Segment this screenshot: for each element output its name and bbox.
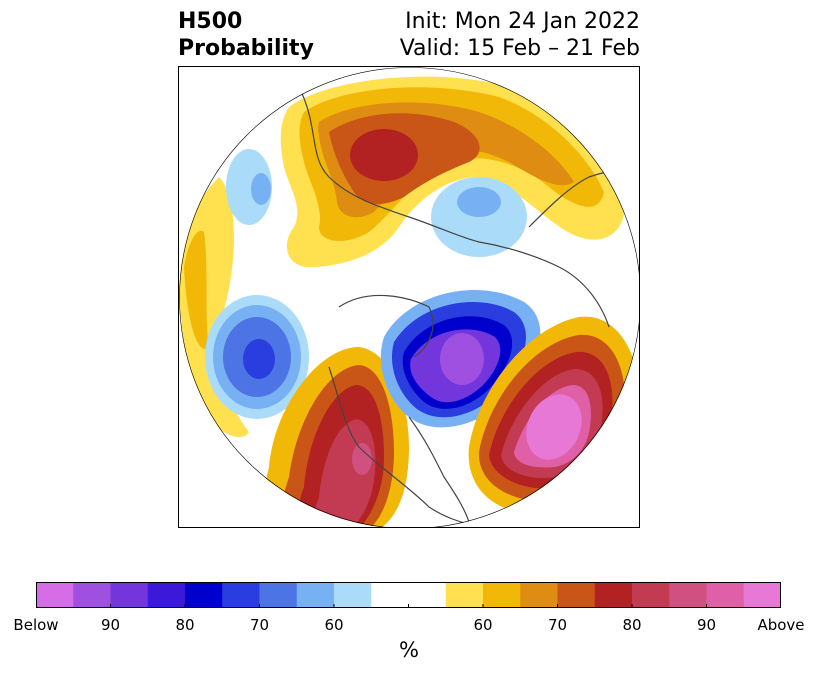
colorbar-below-cell bbox=[259, 582, 298, 608]
colorbar-tick-label: 70 bbox=[547, 616, 568, 634]
colorbar-below-cell bbox=[73, 582, 111, 608]
colorbar-tick-label: Below bbox=[13, 616, 59, 634]
colorbar-above-cell bbox=[557, 582, 596, 608]
above-80-siberia bbox=[350, 129, 418, 181]
north-america-west-coast bbox=[328, 366, 480, 527]
colorbar-above-cell bbox=[594, 582, 633, 608]
north-america-east-coast bbox=[408, 416, 470, 523]
below-90-eastern-canada bbox=[440, 333, 484, 385]
colorbar-tick-label: 70 bbox=[249, 616, 270, 634]
colorbar-above-cell bbox=[520, 582, 558, 608]
colorbar-below-cell bbox=[185, 582, 223, 608]
variable-title: H500 bbox=[178, 9, 243, 34]
probability-title: Probability bbox=[178, 36, 314, 61]
scandinavia-coast bbox=[478, 241, 610, 328]
valid-period-label: Valid: 15 Feb – 21 Feb bbox=[399, 36, 640, 61]
init-date-label: Init: Mon 24 Jan 2022 bbox=[405, 9, 640, 34]
colorbar-below-cell bbox=[110, 582, 149, 608]
colorbar-above-cell bbox=[445, 582, 484, 608]
colorbar-tick-label: Above bbox=[757, 616, 805, 634]
globe-outline bbox=[179, 67, 639, 527]
colorbar-cells bbox=[36, 582, 781, 608]
colorbar-tick-label: 90 bbox=[696, 616, 717, 634]
above-65-west-rim bbox=[184, 230, 209, 349]
colorbar-below-cell bbox=[334, 582, 372, 608]
probability-map bbox=[179, 67, 639, 527]
colorbar-units-label: % bbox=[399, 638, 419, 662]
below-75-pacific bbox=[243, 339, 275, 379]
alaska-coast bbox=[338, 294, 434, 358]
below-65-north-pacific bbox=[251, 173, 271, 205]
colorbar-above-cell bbox=[483, 582, 521, 608]
title-right: Init: Mon 24 Jan 2022 Valid: 15 Feb – 21… bbox=[400, 8, 640, 62]
colorbar-above-cell bbox=[669, 582, 707, 608]
below-60-north-pacific bbox=[226, 149, 272, 225]
colorbar-tick-label: 80 bbox=[175, 616, 195, 634]
colorbar-tick-label: 60 bbox=[324, 616, 344, 634]
colorbar-above-cell bbox=[632, 582, 670, 608]
colorbar-above-cell bbox=[706, 582, 745, 608]
colorbar-below-cell bbox=[36, 582, 74, 608]
colorbar bbox=[36, 582, 781, 608]
colorbar-tick-label: 90 bbox=[100, 616, 121, 634]
colorbar-below-cell bbox=[296, 582, 335, 608]
globe bbox=[179, 67, 639, 527]
colorbar-neutral-cell bbox=[371, 582, 447, 608]
above-90-western-us bbox=[352, 443, 372, 475]
colorbar-tick-label: 80 bbox=[622, 616, 642, 634]
colorbar-above-cell bbox=[743, 582, 781, 608]
colorbar-below-cell bbox=[222, 582, 260, 608]
below-65-arctic bbox=[457, 187, 501, 217]
colorbar-tick-label: 60 bbox=[473, 616, 493, 634]
colorbar-below-cell bbox=[147, 582, 186, 608]
eurasia-coast bbox=[298, 86, 480, 243]
title-left: H500 Probability bbox=[178, 8, 314, 62]
above-95-north-atlantic bbox=[526, 394, 582, 460]
map-panel bbox=[178, 66, 640, 528]
